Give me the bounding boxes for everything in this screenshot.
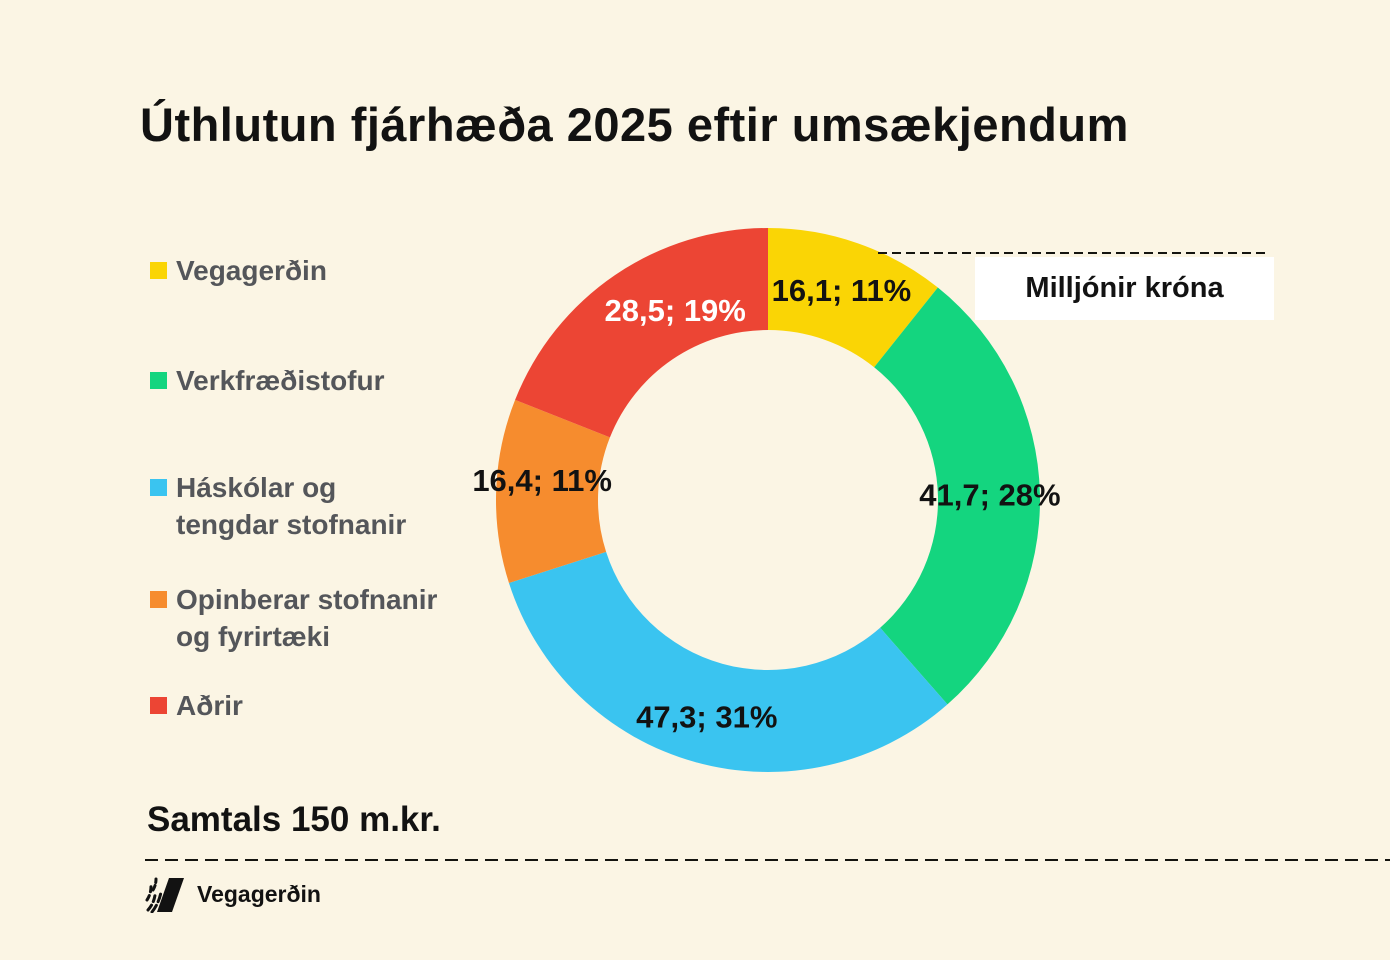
legend-label-2: Verkfræðistofur <box>176 365 385 396</box>
legend-swatch-2 <box>150 372 167 389</box>
slice-data-label-2: 41,7; 28% <box>919 477 1060 512</box>
donut-slice-2 <box>874 287 1040 705</box>
legend-item-3: Háskólar og tengdar stofnanir <box>150 469 510 543</box>
legend-label-1: Vegagerðin <box>176 255 327 286</box>
donut-slice-1 <box>768 228 938 368</box>
legend-label-4: Opinberar stofnanir og fyrirtæki <box>176 584 438 652</box>
footer-brand: Vegagerðin <box>145 876 321 913</box>
legend-swatch-5 <box>150 697 167 714</box>
legend-item-4: Opinberar stofnanir og fyrirtæki <box>150 581 510 655</box>
unit-label-box: Milljónir króna <box>975 257 1274 320</box>
donut-slice-3 <box>508 551 948 772</box>
slice-data-label-3: 47,3; 31% <box>636 699 777 734</box>
vegagerdin-logo-icon <box>145 877 184 913</box>
legend-label-3: Háskólar og tengdar stofnanir <box>176 472 407 540</box>
slice-data-label-5: 28,5; 19% <box>605 293 746 328</box>
donut-slice-5 <box>515 228 768 438</box>
legend-item-5: Aðrir <box>150 687 510 724</box>
donut-slice-labels: 16,1; 11% 41,7; 28% 47,3; 31% 16,4; 11% 28,5… <box>472 273 1060 734</box>
donut-slices <box>496 228 1040 772</box>
slice-data-label-4: 16,4; 11% <box>472 463 612 498</box>
legend-swatch-1 <box>150 262 167 279</box>
page-title: Úthlutun fjárhæða 2025 eftir umsækjendum <box>140 98 1129 151</box>
legend-label-5: Aðrir <box>176 690 243 721</box>
unit-label: Milljónir króna <box>1025 272 1224 304</box>
legend-swatch-4 <box>150 591 167 608</box>
slice-data-label-1: 16,1; 11% <box>772 273 912 308</box>
legend-swatch-3 <box>150 479 167 496</box>
legend-item-1: Vegagerðin <box>150 252 510 289</box>
total-label: Samtals 150 m.kr. <box>147 800 441 839</box>
brand-name: Vegagerðin <box>197 881 321 907</box>
donut-slice-4 <box>496 399 610 583</box>
legend-item-2: Verkfræðistofur <box>150 362 510 399</box>
